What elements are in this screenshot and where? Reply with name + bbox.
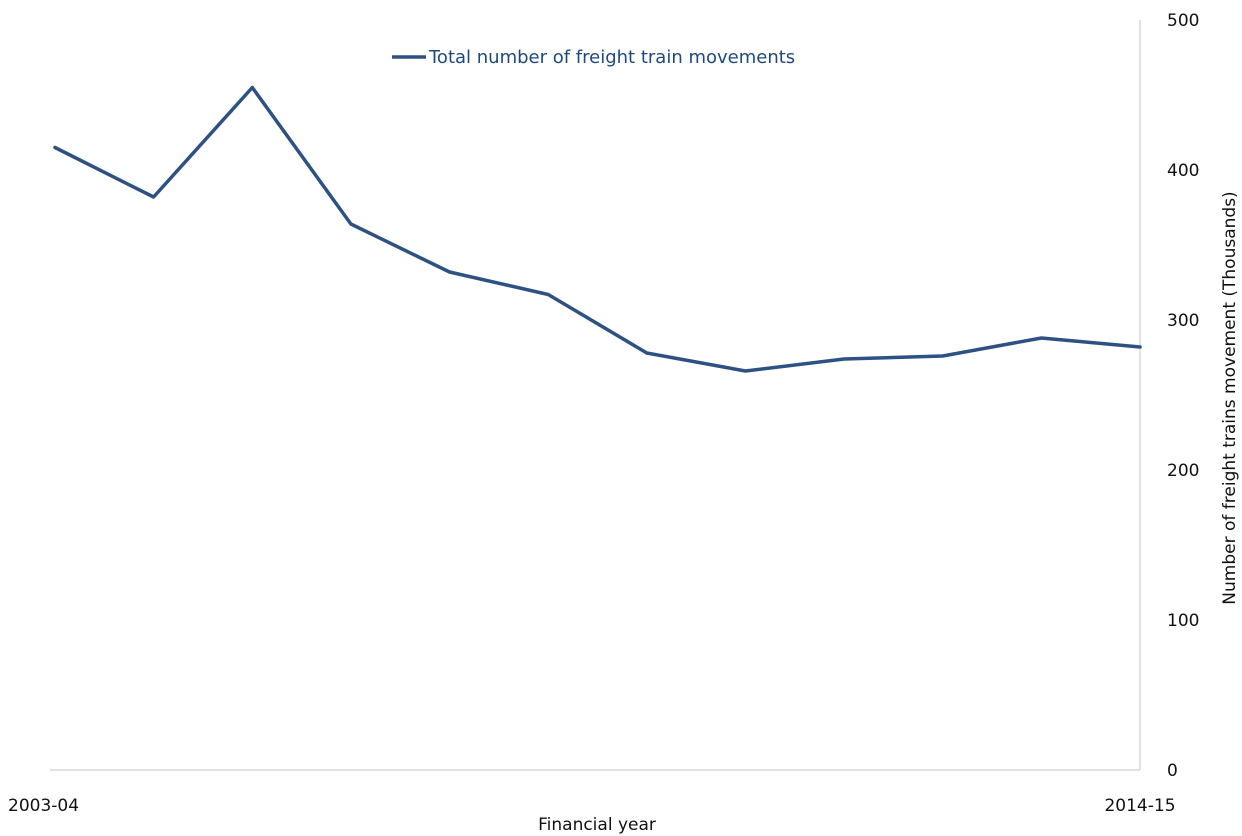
data-point	[743, 369, 747, 373]
y-tick-label: 200	[1167, 461, 1199, 481]
data-point	[1039, 336, 1043, 340]
y-axis-title: Number of freight trains movement (Thous…	[1220, 191, 1240, 604]
data-point	[546, 293, 550, 296]
data-point	[1138, 345, 1142, 349]
x-tick-label: 2003-04	[8, 796, 79, 816]
y-tick-label: 400	[1167, 161, 1199, 181]
series-line	[53, 85, 1142, 373]
y-tick-label: 0	[1167, 761, 1178, 781]
x-axis-title: Financial year	[538, 815, 656, 835]
data-point	[842, 357, 846, 361]
series-layer	[53, 85, 1142, 373]
x-tick-labels: 2003-04 2014-15	[8, 796, 1176, 816]
y-tick-label: 100	[1167, 611, 1199, 631]
legend-label: Total number of freight train movements	[428, 47, 795, 68]
legend: Total number of freight train movements	[392, 47, 795, 68]
y-tick-label: 300	[1167, 311, 1199, 331]
data-point	[152, 195, 156, 199]
data-point	[645, 351, 649, 355]
data-point	[53, 146, 57, 149]
x-tick-label: 2014-15	[1104, 796, 1175, 816]
data-point	[349, 222, 353, 226]
data-point	[941, 354, 945, 358]
data-point	[250, 86, 254, 89]
y-tick-labels: 0 100 200 300 400 500	[1167, 11, 1199, 781]
data-point	[448, 270, 452, 274]
y-tick-label: 500	[1167, 11, 1199, 31]
axes-layer	[50, 20, 1141, 771]
